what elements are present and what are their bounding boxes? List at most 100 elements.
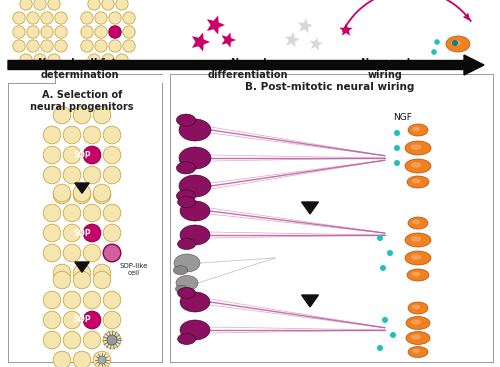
Polygon shape: [298, 18, 313, 33]
Circle shape: [83, 311, 101, 329]
Circle shape: [63, 166, 81, 184]
Circle shape: [43, 224, 61, 242]
Circle shape: [431, 49, 437, 55]
Circle shape: [93, 106, 111, 124]
Text: B. Post-mitotic neural wiring: B. Post-mitotic neural wiring: [246, 82, 414, 92]
Circle shape: [382, 317, 388, 323]
Polygon shape: [222, 32, 236, 48]
Circle shape: [377, 235, 383, 241]
Ellipse shape: [179, 119, 211, 141]
Ellipse shape: [179, 175, 211, 197]
Circle shape: [20, 0, 32, 10]
Circle shape: [434, 39, 440, 45]
Text: Neuronal
wiring: Neuronal wiring: [360, 58, 410, 80]
Circle shape: [93, 184, 111, 202]
Ellipse shape: [406, 331, 430, 345]
Circle shape: [103, 204, 121, 222]
Circle shape: [93, 264, 111, 282]
Ellipse shape: [176, 162, 196, 174]
Circle shape: [81, 40, 93, 52]
Ellipse shape: [411, 236, 421, 242]
Circle shape: [43, 291, 61, 309]
Circle shape: [27, 26, 39, 38]
Circle shape: [103, 311, 121, 329]
Circle shape: [73, 106, 91, 124]
Circle shape: [109, 12, 121, 24]
Text: SOP: SOP: [73, 150, 91, 160]
Circle shape: [103, 224, 121, 242]
Circle shape: [63, 311, 81, 329]
Polygon shape: [192, 33, 210, 51]
Ellipse shape: [411, 162, 421, 168]
Circle shape: [116, 0, 128, 10]
Circle shape: [73, 186, 91, 204]
Circle shape: [102, 54, 114, 66]
Polygon shape: [75, 183, 89, 193]
Circle shape: [103, 291, 121, 309]
Circle shape: [55, 40, 67, 52]
Ellipse shape: [412, 219, 420, 224]
Circle shape: [43, 126, 61, 144]
Ellipse shape: [176, 190, 196, 202]
Ellipse shape: [405, 141, 431, 155]
Text: Neural cell fate
determination: Neural cell fate determination: [38, 58, 122, 80]
Ellipse shape: [451, 40, 461, 46]
Circle shape: [88, 54, 100, 66]
Circle shape: [13, 12, 25, 24]
Circle shape: [103, 331, 121, 349]
Circle shape: [53, 351, 71, 367]
Ellipse shape: [411, 254, 421, 260]
Circle shape: [83, 166, 101, 184]
Ellipse shape: [405, 251, 431, 265]
Circle shape: [123, 12, 135, 24]
Circle shape: [20, 54, 32, 66]
Circle shape: [394, 130, 400, 136]
Circle shape: [103, 126, 121, 144]
Ellipse shape: [411, 334, 421, 339]
Ellipse shape: [412, 349, 420, 353]
Text: SOP: SOP: [73, 229, 91, 237]
Ellipse shape: [412, 127, 420, 131]
Circle shape: [41, 12, 53, 24]
Ellipse shape: [178, 239, 196, 250]
Ellipse shape: [176, 114, 196, 126]
Circle shape: [73, 271, 91, 289]
Text: Developmental time: Developmental time: [355, 50, 455, 60]
Circle shape: [73, 351, 91, 367]
Ellipse shape: [405, 159, 431, 173]
Ellipse shape: [178, 287, 196, 298]
Circle shape: [394, 145, 400, 151]
Circle shape: [43, 311, 61, 329]
Circle shape: [73, 184, 91, 202]
Circle shape: [88, 0, 100, 10]
Circle shape: [103, 166, 121, 184]
Ellipse shape: [174, 266, 188, 275]
Circle shape: [53, 106, 71, 124]
Ellipse shape: [180, 292, 210, 312]
Circle shape: [13, 40, 25, 52]
Circle shape: [53, 186, 71, 204]
Circle shape: [93, 351, 111, 367]
Circle shape: [83, 244, 101, 262]
Circle shape: [53, 271, 71, 289]
Polygon shape: [207, 15, 225, 34]
Ellipse shape: [179, 147, 211, 169]
Circle shape: [63, 146, 81, 164]
Circle shape: [48, 0, 60, 10]
Circle shape: [83, 291, 101, 309]
Circle shape: [43, 331, 61, 349]
Ellipse shape: [411, 319, 421, 324]
Circle shape: [63, 224, 81, 242]
Text: NGF: NGF: [393, 113, 412, 123]
Circle shape: [63, 291, 81, 309]
Ellipse shape: [407, 269, 429, 281]
Circle shape: [380, 265, 386, 271]
Ellipse shape: [407, 176, 429, 188]
Circle shape: [81, 12, 93, 24]
Circle shape: [109, 40, 121, 52]
Circle shape: [83, 224, 101, 242]
Ellipse shape: [411, 144, 421, 150]
Ellipse shape: [412, 179, 420, 184]
Circle shape: [83, 204, 101, 222]
Circle shape: [43, 204, 61, 222]
